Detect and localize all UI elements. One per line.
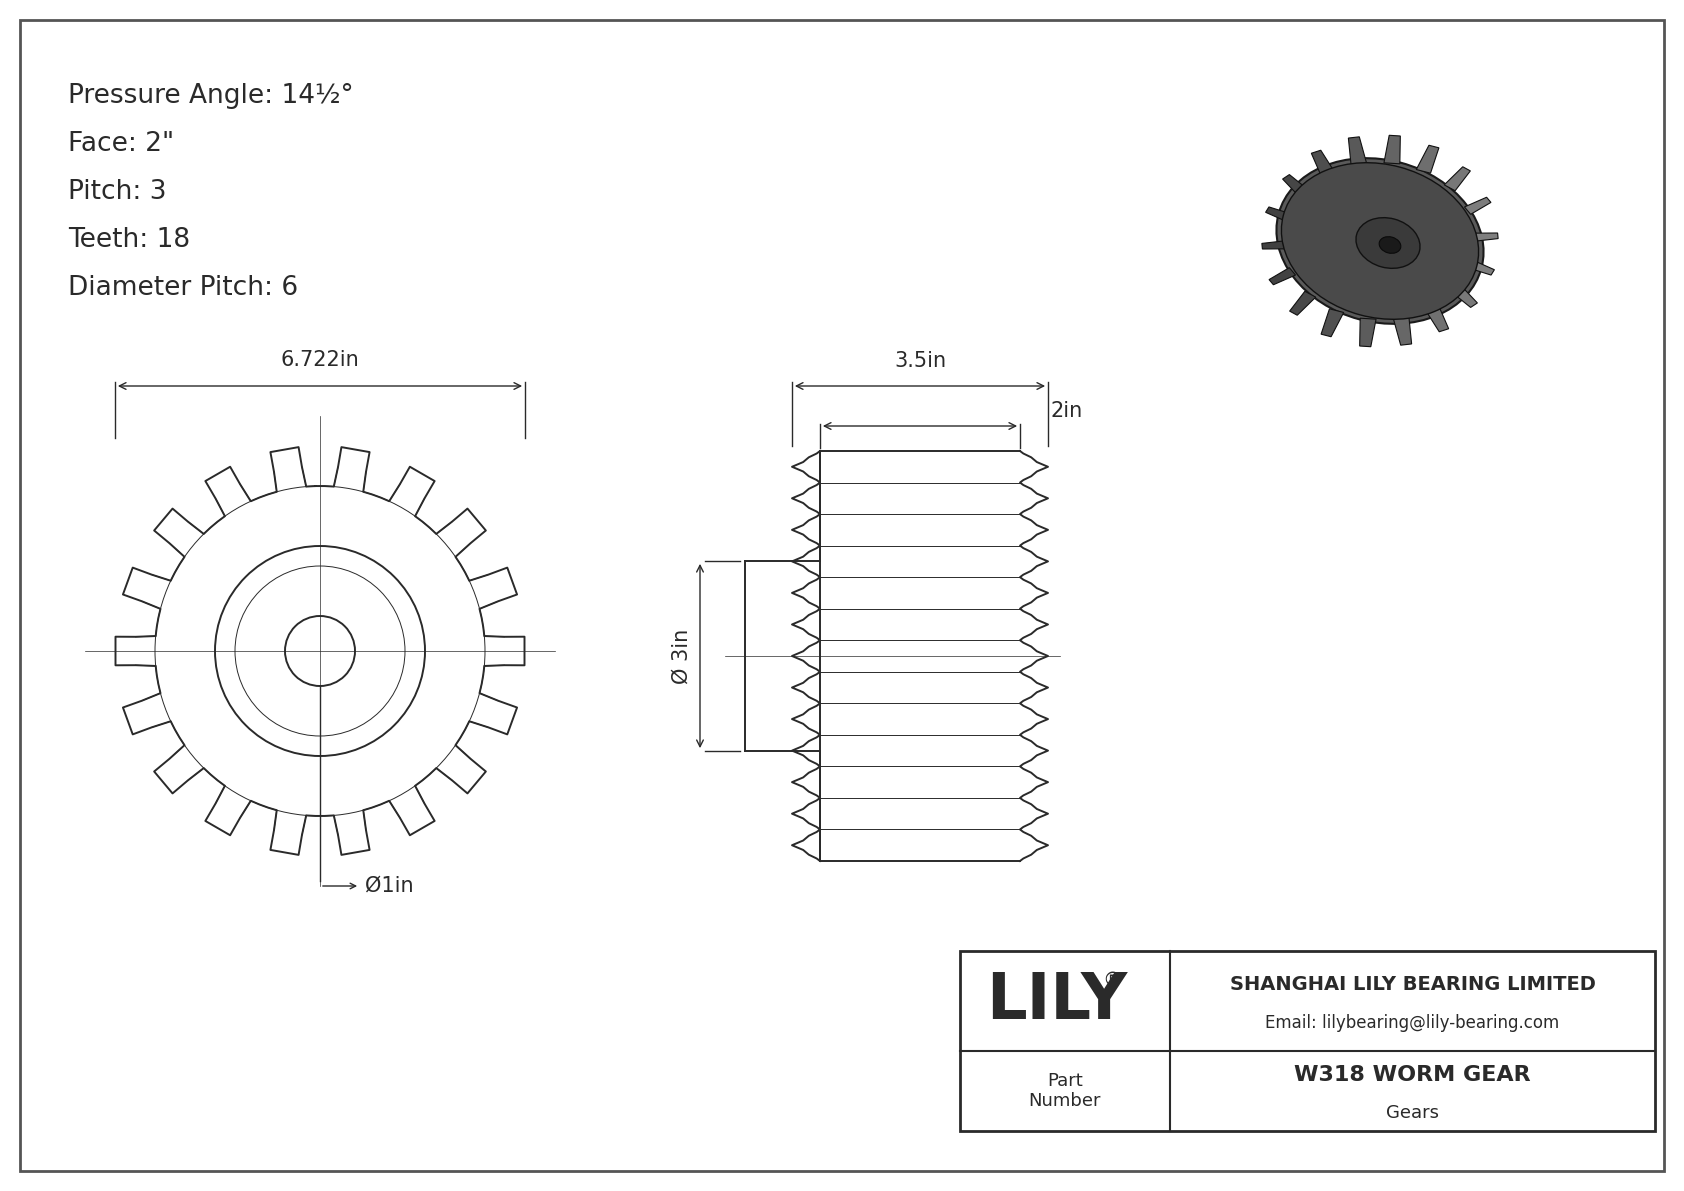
- Text: Ø1in: Ø1in: [365, 877, 414, 896]
- Text: 2in: 2in: [1051, 401, 1083, 420]
- Polygon shape: [1393, 317, 1411, 345]
- Polygon shape: [1322, 308, 1344, 337]
- Text: Gears: Gears: [1386, 1104, 1440, 1122]
- Ellipse shape: [1379, 237, 1401, 254]
- Polygon shape: [1349, 137, 1367, 166]
- Text: Ø 3in: Ø 3in: [672, 629, 692, 684]
- Polygon shape: [1445, 167, 1470, 191]
- Ellipse shape: [1356, 218, 1420, 268]
- Text: Diameter Pitch: 6: Diameter Pitch: 6: [67, 275, 298, 301]
- Text: 6.722in: 6.722in: [281, 350, 359, 370]
- Polygon shape: [1290, 292, 1315, 316]
- Polygon shape: [1266, 207, 1292, 222]
- Polygon shape: [1425, 305, 1448, 332]
- Polygon shape: [1270, 268, 1295, 285]
- Ellipse shape: [1282, 163, 1479, 319]
- Polygon shape: [1475, 233, 1499, 241]
- Ellipse shape: [1276, 158, 1484, 324]
- Polygon shape: [1261, 241, 1285, 249]
- Text: ®: ®: [1103, 972, 1122, 991]
- Text: W318 WORM GEAR: W318 WORM GEAR: [1295, 1065, 1531, 1085]
- Polygon shape: [1283, 175, 1308, 197]
- Text: Part
Number: Part Number: [1029, 1072, 1101, 1110]
- Text: Face: 2": Face: 2": [67, 131, 173, 157]
- Polygon shape: [1452, 285, 1477, 307]
- Polygon shape: [1359, 318, 1376, 347]
- Polygon shape: [1465, 198, 1490, 214]
- Polygon shape: [1312, 150, 1335, 177]
- Text: LILY: LILY: [987, 969, 1128, 1031]
- Polygon shape: [1384, 136, 1401, 164]
- Polygon shape: [1468, 261, 1494, 275]
- Polygon shape: [1416, 145, 1438, 173]
- Text: Pressure Angle: 14½°: Pressure Angle: 14½°: [67, 83, 354, 110]
- Text: Pitch: 3: Pitch: 3: [67, 179, 167, 205]
- Bar: [960, 950, 1655, 1131]
- Text: Teeth: 18: Teeth: 18: [67, 227, 190, 252]
- Text: 3.5in: 3.5in: [894, 351, 946, 372]
- Text: SHANGHAI LILY BEARING LIMITED: SHANGHAI LILY BEARING LIMITED: [1229, 974, 1595, 993]
- Text: Email: lilybearing@lily-bearing.com: Email: lilybearing@lily-bearing.com: [1265, 1014, 1559, 1031]
